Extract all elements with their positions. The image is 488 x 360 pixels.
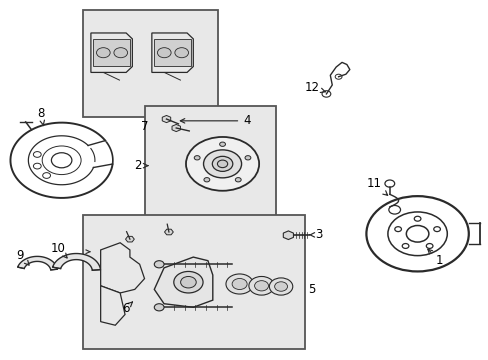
Polygon shape — [103, 72, 120, 80]
Circle shape — [248, 276, 274, 295]
Circle shape — [269, 278, 292, 295]
Text: 10: 10 — [51, 242, 67, 258]
Circle shape — [225, 274, 253, 294]
Circle shape — [154, 261, 163, 268]
Circle shape — [235, 177, 241, 182]
Circle shape — [173, 271, 203, 293]
Circle shape — [244, 156, 250, 160]
Circle shape — [232, 279, 246, 289]
Text: 1: 1 — [427, 249, 443, 267]
Text: 2: 2 — [134, 159, 148, 172]
Circle shape — [175, 48, 188, 58]
Polygon shape — [283, 231, 293, 239]
Polygon shape — [162, 116, 170, 123]
Text: 4: 4 — [180, 114, 250, 127]
Text: 9: 9 — [17, 249, 29, 265]
Polygon shape — [91, 33, 132, 72]
Text: 5: 5 — [307, 283, 315, 296]
Bar — [82, 10, 217, 117]
Polygon shape — [101, 243, 144, 293]
Circle shape — [274, 282, 287, 291]
Circle shape — [254, 281, 268, 291]
Circle shape — [114, 48, 127, 58]
Text: 11: 11 — [366, 177, 387, 195]
Polygon shape — [164, 72, 181, 80]
Circle shape — [180, 276, 196, 288]
Circle shape — [212, 156, 232, 171]
Circle shape — [154, 304, 163, 311]
Circle shape — [157, 48, 171, 58]
Polygon shape — [154, 39, 191, 67]
Polygon shape — [18, 256, 58, 270]
Text: 7: 7 — [141, 121, 148, 134]
Circle shape — [206, 156, 227, 171]
Polygon shape — [125, 237, 134, 242]
Circle shape — [194, 156, 200, 160]
Polygon shape — [53, 253, 101, 270]
Circle shape — [203, 150, 241, 178]
Polygon shape — [93, 39, 130, 67]
Circle shape — [219, 142, 225, 147]
Polygon shape — [154, 257, 212, 307]
Text: 12: 12 — [304, 81, 325, 94]
Circle shape — [217, 160, 227, 168]
Circle shape — [185, 137, 259, 191]
Polygon shape — [172, 125, 180, 132]
Circle shape — [195, 148, 239, 180]
Text: 3: 3 — [309, 228, 322, 241]
Circle shape — [96, 48, 110, 58]
Polygon shape — [152, 33, 193, 72]
Text: 8: 8 — [37, 107, 44, 126]
Polygon shape — [164, 229, 173, 235]
Circle shape — [203, 177, 209, 182]
Bar — [144, 107, 276, 225]
Bar — [82, 215, 305, 349]
Polygon shape — [101, 286, 125, 325]
Text: 6: 6 — [122, 302, 132, 315]
